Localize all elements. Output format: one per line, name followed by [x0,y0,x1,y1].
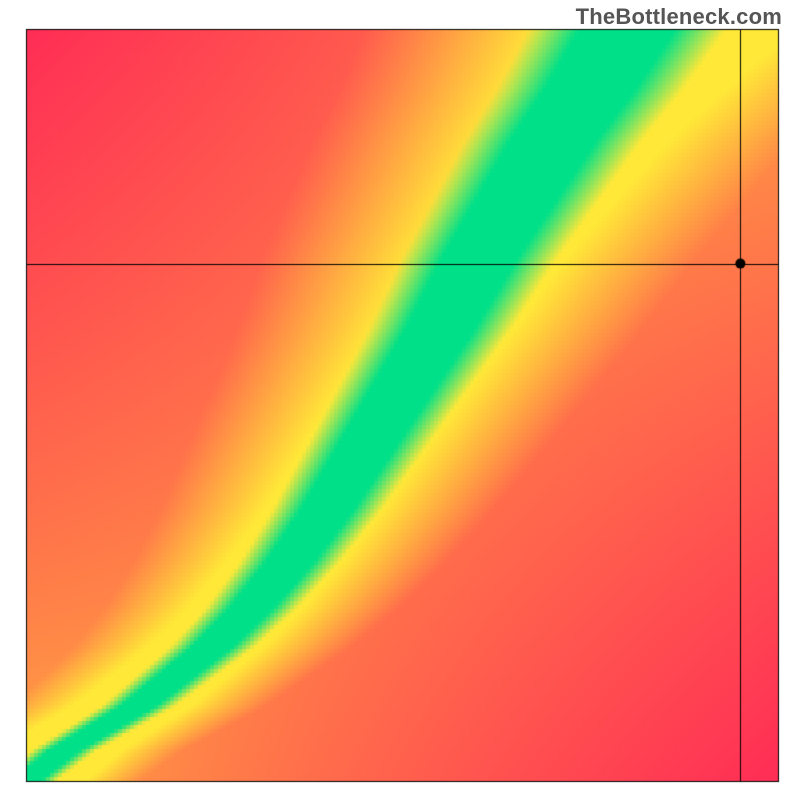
chart-container: TheBottleneck.com [0,0,800,800]
watermark-text: TheBottleneck.com [576,4,782,30]
heatmap-canvas [0,0,800,800]
